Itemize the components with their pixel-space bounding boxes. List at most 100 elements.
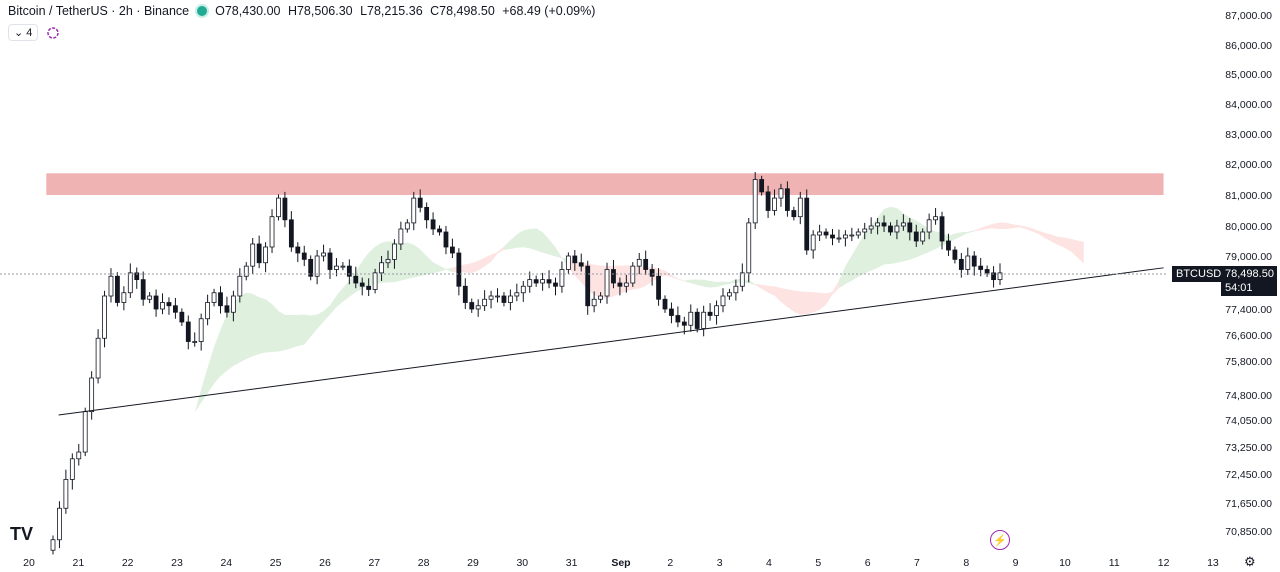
y-tick-label: 70,850.00 (1225, 526, 1272, 538)
candle-body (430, 219, 436, 230)
candle-body (772, 197, 777, 211)
cloud-bullish (838, 206, 975, 289)
candle-body (443, 231, 449, 248)
candle-body (288, 219, 294, 248)
close-value: 78,498.50 (439, 4, 495, 18)
candle-body (553, 282, 558, 287)
candle-body (392, 243, 397, 260)
lightning-icon[interactable]: ⚡ (990, 530, 1010, 550)
candle-body (366, 285, 372, 290)
candle-body (102, 295, 107, 339)
candle-body (456, 252, 462, 287)
candle-body (153, 295, 159, 310)
candle-body (688, 311, 694, 326)
cloud-bullish (684, 278, 756, 288)
candle-body (475, 305, 481, 310)
y-tick-label: 81,000.00 (1225, 190, 1272, 202)
candle-body (192, 341, 198, 343)
y-tick-label: 87,000.00 (1225, 10, 1272, 22)
x-tick-label: 7 (914, 557, 920, 569)
candle-body (76, 451, 82, 460)
candle-body (694, 311, 700, 329)
candle-body (140, 279, 146, 300)
x-tick-label: 13 (1207, 557, 1219, 569)
candle-body (63, 479, 69, 509)
candle-body (636, 258, 642, 267)
tradingview-logo[interactable]: TV (10, 524, 34, 544)
y-tick-label: 80,000.00 (1225, 221, 1272, 233)
price-tag: 78,498.50 54:01 (1221, 266, 1277, 296)
y-tick-label: 85,000.00 (1225, 69, 1272, 81)
candle-body (991, 272, 996, 281)
support-trendline[interactable] (58, 267, 1164, 416)
candle-body (243, 265, 249, 277)
x-tick-label: 6 (865, 557, 871, 569)
candle-body (450, 246, 455, 254)
y-tick-label: 76,600.00 (1225, 330, 1272, 342)
candle-body (920, 231, 926, 242)
x-tick-label: 31 (566, 557, 578, 569)
candle-body (823, 231, 829, 236)
candle-body (411, 197, 417, 224)
candle-body (598, 295, 603, 300)
candle-body (656, 275, 661, 300)
gear-icon[interactable]: ⚙ (1244, 554, 1256, 569)
chevron-down-icon: ⌄ (14, 27, 24, 39)
candle-body (752, 179, 758, 224)
candle-body (791, 210, 797, 218)
candle-body (714, 305, 719, 316)
x-tick-label: 12 (1158, 557, 1170, 569)
indicator-icon[interactable] (46, 26, 60, 40)
candle-body (469, 302, 475, 310)
candle-body (269, 216, 275, 248)
cloud-bullish (136, 241, 453, 540)
candle-body (804, 197, 810, 251)
candle-body (862, 228, 868, 233)
candles-layer (50, 172, 1003, 555)
candle-body (437, 228, 442, 233)
candle-body (50, 539, 56, 551)
candle-body (69, 458, 75, 480)
candle-body (295, 246, 301, 254)
x-tick-label: 27 (368, 557, 380, 569)
candle-body (314, 255, 320, 277)
candle-body (263, 246, 268, 264)
candle-body (527, 279, 533, 287)
candle-body (623, 282, 629, 287)
market-status-icon (195, 4, 210, 18)
candle-body (875, 222, 880, 227)
candle-body (701, 311, 707, 329)
candle-body (115, 275, 120, 303)
candle-body (127, 272, 133, 294)
candle-body (785, 188, 790, 211)
candle-body (327, 252, 333, 270)
candle-body (417, 197, 423, 208)
cloud-bearish (755, 280, 839, 315)
indicators-toggle-button[interactable]: ⌄ 4 (8, 24, 39, 41)
candle-body (256, 243, 262, 264)
y-tick-label: 74,800.00 (1225, 390, 1272, 402)
candle-body (173, 305, 178, 313)
candle-body (978, 265, 984, 270)
candle-body (179, 311, 185, 323)
candle-body (166, 302, 172, 307)
candle-body (868, 225, 874, 230)
candle-body (198, 318, 204, 342)
candle-body (546, 279, 552, 284)
candle-body (739, 272, 745, 287)
candle-body (630, 265, 636, 284)
candle-body (82, 411, 88, 453)
candle-body (533, 279, 539, 284)
cloud-bearish (452, 246, 504, 274)
candle-body (952, 249, 958, 260)
candle-body (733, 285, 739, 294)
x-tick-label: 29 (467, 557, 479, 569)
candle-body (211, 292, 217, 303)
symbol-title[interactable]: Bitcoin / TetherUS · 2h · Binance (8, 4, 190, 18)
candle-body (540, 279, 546, 284)
x-tick-label: 9 (1013, 557, 1019, 569)
candle-body (482, 298, 488, 307)
candle-body (95, 337, 101, 379)
candle-body (218, 292, 223, 307)
